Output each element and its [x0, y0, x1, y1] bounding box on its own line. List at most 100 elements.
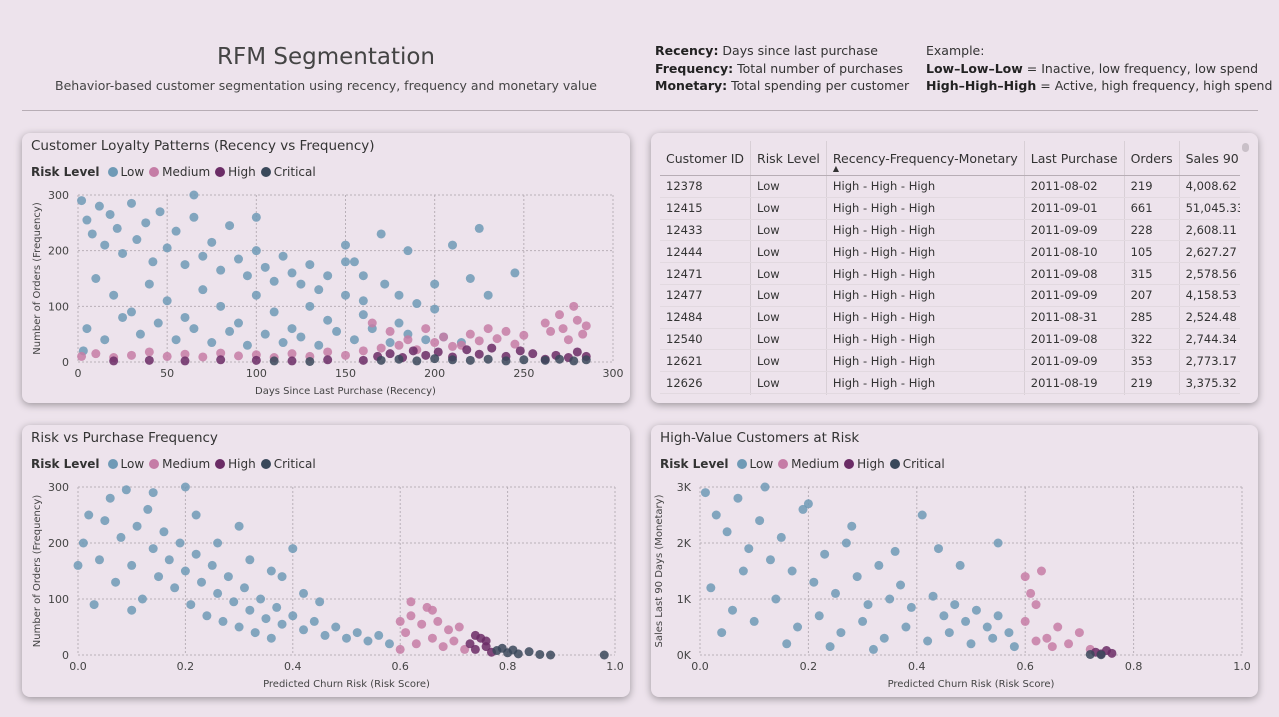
data-point-low[interactable]	[73, 560, 83, 570]
data-point-medium[interactable]	[385, 326, 395, 336]
data-point-medium[interactable]	[555, 310, 564, 320]
data-point-low[interactable]	[917, 510, 927, 520]
data-point-low[interactable]	[269, 307, 279, 317]
data-point-low[interactable]	[189, 324, 199, 334]
data-point-medium[interactable]	[1036, 566, 1046, 576]
data-point-low[interactable]	[384, 639, 394, 649]
data-point-low[interactable]	[749, 616, 759, 626]
data-point-high[interactable]	[144, 355, 154, 365]
data-point-low[interactable]	[78, 538, 88, 548]
data-point-medium[interactable]	[91, 349, 101, 359]
data-point-low[interactable]	[771, 594, 781, 604]
data-point-low[interactable]	[207, 338, 217, 348]
data-point-low[interactable]	[239, 583, 249, 593]
data-point-critical[interactable]	[305, 356, 315, 366]
data-point-low[interactable]	[197, 577, 207, 587]
data-point-medium[interactable]	[581, 321, 591, 331]
data-point-low[interactable]	[309, 616, 319, 626]
data-point-low[interactable]	[1009, 642, 1019, 652]
data-point-low[interactable]	[171, 335, 181, 345]
data-point-low[interactable]	[256, 594, 266, 604]
data-point-low[interactable]	[154, 572, 164, 582]
legend-item-medium[interactable]: Medium	[149, 457, 210, 471]
data-point-low[interactable]	[394, 290, 404, 300]
data-point-medium[interactable]	[198, 352, 208, 362]
data-point-high[interactable]	[470, 630, 480, 640]
data-point-medium[interactable]	[438, 642, 448, 652]
data-point-low[interactable]	[170, 583, 180, 593]
data-point-medium[interactable]	[449, 636, 459, 646]
table-scrollbar[interactable]	[1240, 141, 1250, 396]
data-point-low[interactable]	[363, 636, 373, 646]
data-point-low[interactable]	[955, 560, 965, 570]
data-point-low[interactable]	[118, 312, 128, 322]
data-point-low[interactable]	[868, 644, 878, 654]
legend-item-high[interactable]: High	[215, 165, 256, 179]
data-point-low[interactable]	[944, 628, 954, 638]
data-point-low[interactable]	[299, 625, 309, 635]
data-point-low[interactable]	[180, 566, 190, 576]
data-point-low[interactable]	[245, 555, 255, 565]
data-point-medium[interactable]	[1020, 616, 1030, 626]
data-point-low[interactable]	[162, 296, 172, 306]
data-point-low[interactable]	[277, 572, 287, 582]
data-point-medium[interactable]	[558, 324, 568, 334]
data-point-medium[interactable]	[216, 348, 226, 358]
data-point-low[interactable]	[793, 622, 803, 632]
data-point-medium[interactable]	[578, 329, 588, 339]
data-point-critical[interactable]	[599, 650, 609, 660]
chart-card-high-value[interactable]: High-Value Customers at Risk Risk Level …	[651, 425, 1258, 697]
data-point-medium[interactable]	[501, 326, 511, 336]
data-point-low[interactable]	[77, 196, 87, 206]
data-point-low[interactable]	[448, 240, 457, 250]
customer-table-card[interactable]: Customer ID Risk Level Recency-Frequency…	[651, 133, 1258, 403]
data-point-low[interactable]	[831, 588, 840, 598]
data-point-medium[interactable]	[144, 347, 154, 357]
data-point-medium[interactable]	[569, 301, 579, 311]
data-point-low[interactable]	[349, 257, 359, 267]
data-point-low[interactable]	[127, 560, 137, 570]
data-point-medium[interactable]	[234, 351, 243, 361]
data-point-low[interactable]	[314, 285, 324, 295]
data-point-medium[interactable]	[1053, 622, 1063, 632]
data-point-medium[interactable]	[367, 318, 377, 328]
legend[interactable]: Risk Level Low Medium High Critical	[660, 457, 950, 471]
data-point-low[interactable]	[728, 605, 738, 615]
data-point-low[interactable]	[320, 630, 330, 640]
table-row[interactable]: 12433 Low High - High - High 2011-09-09 228 2…	[660, 219, 1240, 242]
data-point-low[interactable]	[332, 326, 342, 336]
data-point-low[interactable]	[198, 251, 208, 261]
data-point-low[interactable]	[863, 600, 873, 610]
data-point-low[interactable]	[245, 605, 255, 615]
data-point-low[interactable]	[100, 335, 110, 345]
data-point-low[interactable]	[288, 544, 298, 554]
data-point-low[interactable]	[717, 628, 727, 638]
data-point-low[interactable]	[116, 532, 126, 542]
data-point-low[interactable]	[841, 538, 851, 548]
data-point-high[interactable]	[251, 355, 261, 365]
legend-item-high[interactable]: High	[844, 457, 885, 471]
data-point-critical[interactable]	[448, 355, 457, 365]
data-point-medium[interactable]	[1047, 642, 1057, 652]
data-point-medium[interactable]	[427, 605, 437, 615]
data-point-critical[interactable]	[581, 355, 591, 365]
data-point-low[interactable]	[314, 340, 324, 350]
data-point-low[interactable]	[91, 274, 101, 283]
data-point-low[interactable]	[251, 212, 261, 222]
data-point-medium[interactable]	[563, 335, 573, 345]
data-point-low[interactable]	[776, 532, 786, 542]
scatter-plot-high-value[interactable]: 0.0 0.2 0.4 0.6 0.8 1.0 0K 1K 2K 3K Predicted Chur…	[651, 425, 1258, 697]
legend-item-critical[interactable]: Critical	[260, 165, 316, 179]
data-point-medium[interactable]	[454, 622, 464, 632]
data-point-medium[interactable]	[1031, 600, 1041, 610]
data-point-critical[interactable]	[519, 355, 529, 365]
data-point-low[interactable]	[155, 207, 165, 217]
data-point-low[interactable]	[277, 619, 287, 629]
table-row[interactable]: 12484 Low High - High - High 2011-08-31 285 2…	[660, 306, 1240, 329]
data-point-medium[interactable]	[1074, 628, 1084, 638]
data-point-medium[interactable]	[127, 350, 136, 360]
data-point-medium[interactable]	[77, 351, 87, 361]
data-point-low[interactable]	[896, 580, 906, 590]
data-point-low[interactable]	[234, 521, 244, 531]
data-point-low[interactable]	[82, 215, 92, 225]
